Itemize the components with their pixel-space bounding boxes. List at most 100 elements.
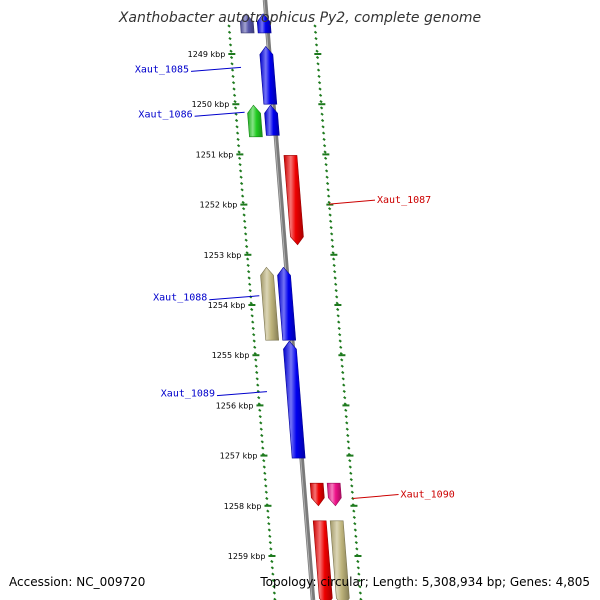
scale-dot (235, 125, 239, 129)
scale-dot (314, 43, 319, 47)
scale-dot (345, 421, 349, 425)
scale-dot (326, 188, 330, 192)
scale-dot (271, 578, 275, 582)
scale-dot (246, 263, 250, 267)
scale-dot (227, 30, 232, 34)
kbp-label: 1250 kbp (192, 100, 230, 109)
scale-dot (340, 358, 344, 362)
scale-dot (323, 156, 328, 160)
scale-dot (335, 295, 339, 299)
scale-dot (357, 578, 361, 582)
scale-dot (230, 62, 234, 66)
gene-blue (277, 266, 297, 341)
scale-dot (335, 301, 339, 305)
scale-dot (316, 68, 321, 72)
kbp-label: 1259 kbp (228, 552, 266, 561)
scale-dot (272, 585, 276, 589)
scale-dot (250, 307, 254, 312)
scale-dot (238, 169, 243, 173)
scale-dot (333, 276, 337, 280)
scale-dot (321, 131, 326, 135)
scale-dot (247, 270, 251, 274)
scale-dot (348, 465, 352, 469)
scale-dot (343, 396, 347, 400)
kbp-label: 1251 kbp (196, 150, 234, 159)
scale-dot (267, 522, 271, 526)
scale-dot (266, 509, 270, 513)
scale-dot (233, 106, 238, 110)
scale-dot (314, 37, 318, 41)
scale-dot (251, 320, 255, 324)
scale-dot (246, 257, 250, 261)
gene-blue (264, 104, 280, 136)
scale-dot (230, 68, 235, 72)
kbp-label: 1258 kbp (224, 502, 262, 511)
scale-dot (238, 163, 242, 167)
scale-dot (353, 522, 357, 526)
gene-blue (259, 45, 278, 105)
scale-dot (330, 238, 334, 242)
scale-dot (353, 528, 357, 532)
gene-green (247, 104, 263, 138)
scale-dot (236, 144, 241, 148)
scale-dot (323, 150, 327, 154)
scale-dot (234, 112, 238, 116)
scale-dot (265, 496, 269, 501)
scale-dot (342, 389, 346, 393)
scale-dot (354, 541, 358, 545)
scale-dot (336, 307, 340, 312)
scale-dot (232, 87, 236, 91)
scale-dot (324, 169, 329, 173)
scale-dot (231, 81, 236, 85)
scale-dot (248, 282, 252, 286)
scale-dot (240, 188, 244, 192)
gene-red (312, 520, 333, 600)
gene-khaki (260, 266, 280, 341)
scale-dot (264, 484, 268, 488)
map-title: Xanthobacter autotrophicus Py2, complete… (118, 10, 482, 26)
scale-dot (262, 465, 266, 469)
kbp-label: 1252 kbp (200, 201, 238, 210)
scale-dot (317, 74, 321, 78)
scale-dot (332, 263, 336, 267)
scale-dot (236, 137, 240, 141)
scale-dot (341, 370, 345, 375)
gene-leader-line (352, 494, 399, 500)
scale-dot (232, 93, 237, 97)
scale-dot (244, 232, 248, 236)
scale-dot (320, 112, 324, 116)
scale-dot (348, 459, 352, 463)
gene-leader-line (194, 111, 245, 117)
scale-dot (252, 333, 256, 337)
scale-dot (327, 200, 331, 204)
scale-dot (334, 289, 338, 293)
scale-dot (349, 478, 353, 482)
scale-dot (325, 181, 330, 186)
scale-dot (328, 207, 332, 211)
scale-dot (237, 150, 241, 154)
accession-text: Accession: NC_009720 (9, 575, 146, 589)
scale-dot (253, 345, 257, 349)
scale-dot (228, 43, 233, 47)
scale-dot (329, 226, 333, 230)
scale-dot (231, 74, 235, 78)
scale-dot (322, 144, 327, 148)
scale-dot (336, 314, 340, 318)
scale-dot (250, 314, 254, 318)
scale-dot (247, 276, 251, 280)
gene-red (309, 482, 325, 507)
gene-magenta (326, 482, 342, 507)
scale-dot (317, 81, 322, 85)
gene-blue (283, 340, 306, 459)
gene-leader-line (328, 199, 376, 205)
scale-dot (331, 251, 335, 255)
scale-dot (229, 55, 234, 60)
scale-dot (315, 55, 320, 60)
scale-dot (260, 433, 264, 438)
scale-dot (227, 24, 231, 28)
scale-dot (261, 446, 265, 450)
scale-dot (320, 118, 325, 123)
scale-dot (259, 427, 263, 431)
scale-dot (251, 326, 255, 330)
gene-leader-line (216, 391, 268, 397)
